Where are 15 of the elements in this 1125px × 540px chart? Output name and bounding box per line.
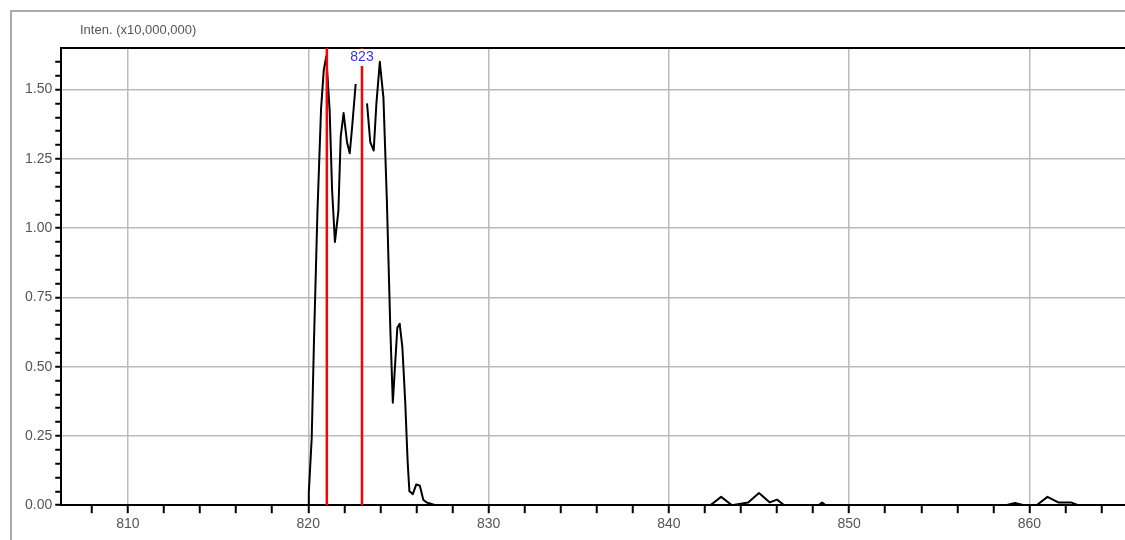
x-tick-label: 840 [657, 515, 681, 532]
y-tick-label: 1.50 [25, 80, 53, 97]
x-tick-label: 830 [476, 515, 501, 532]
ref-line-label: 823 [350, 47, 374, 64]
y-tick-label: 1.25 [25, 149, 53, 166]
y-tick-label: 0.50 [25, 357, 53, 374]
x-tick-label: 810 [116, 515, 140, 532]
x-tick-label: 820 [296, 515, 321, 532]
y-axis-title: Inten. (x10,000,000) [80, 22, 197, 37]
y-tick-label: 1.00 [25, 218, 53, 235]
y-tick-label: 0.00 [25, 496, 53, 513]
y-tick-label: 0.25 [25, 426, 53, 443]
y-tick-label: 0.75 [25, 288, 53, 305]
x-tick-label: 860 [1017, 515, 1042, 532]
x-tick-label: 850 [837, 515, 862, 532]
